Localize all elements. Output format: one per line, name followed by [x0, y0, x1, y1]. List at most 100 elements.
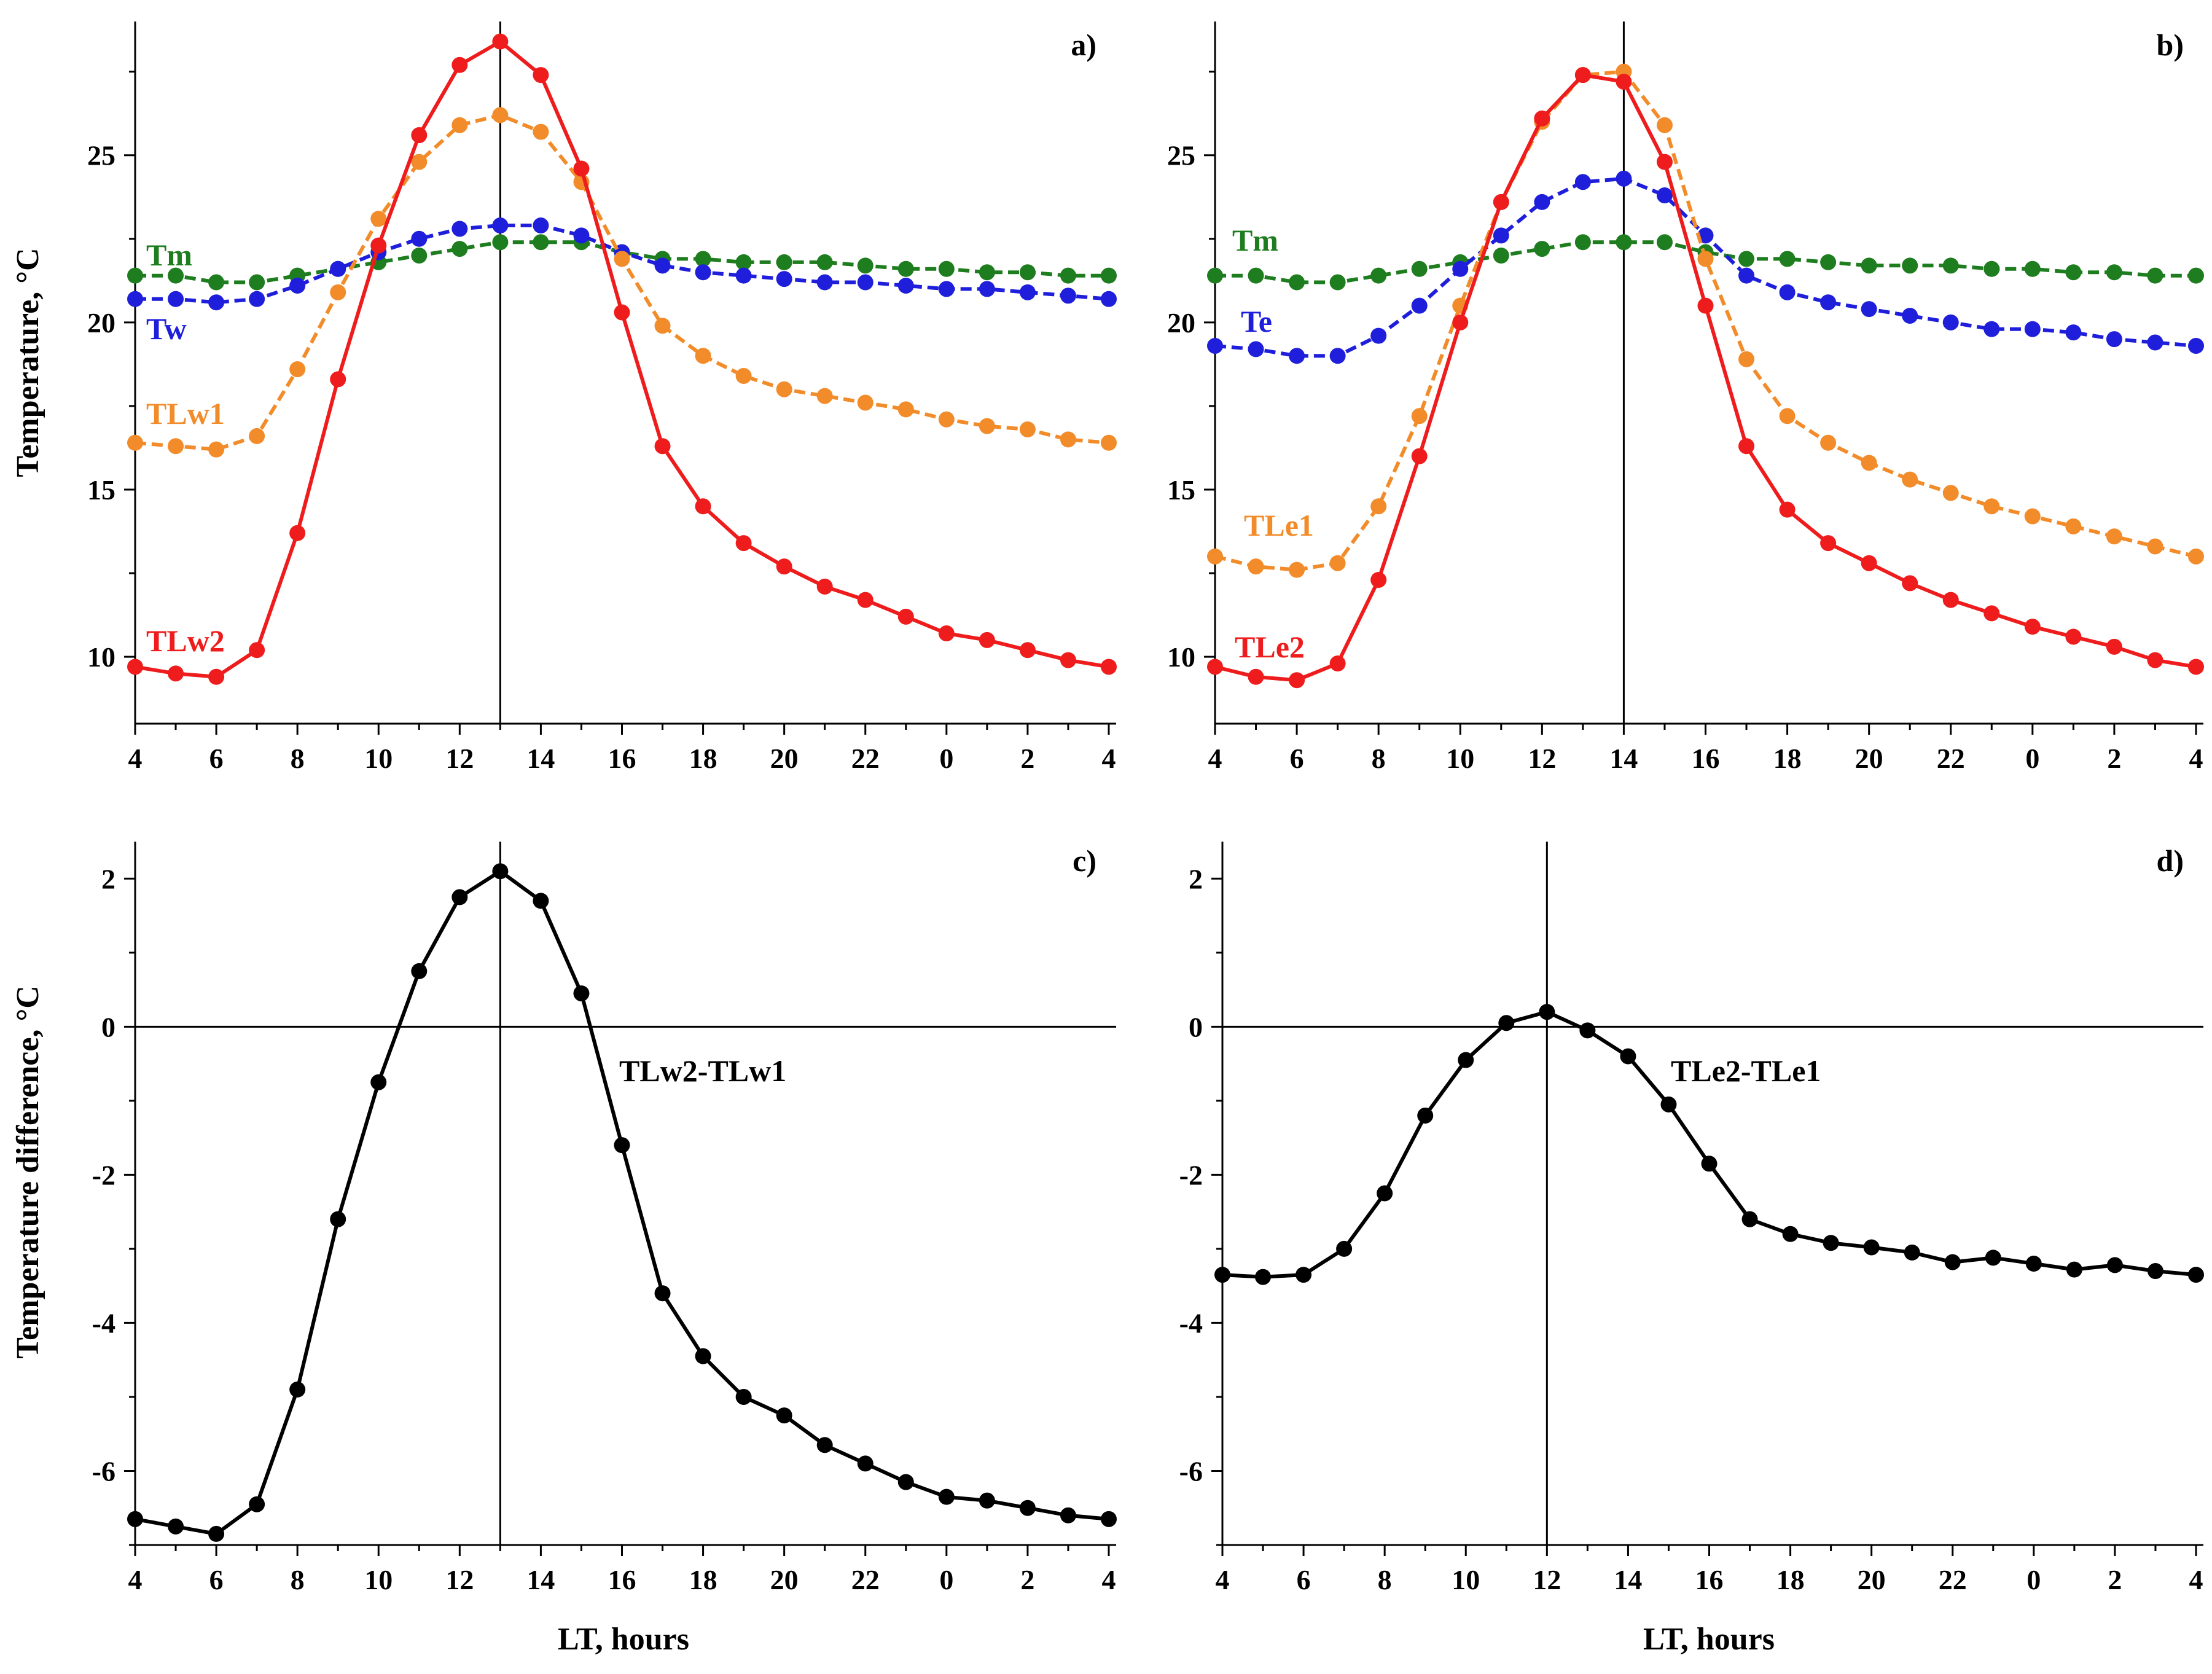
data-point-tle2-tle1 [1417, 1107, 1434, 1124]
x-tick-label: 20 [770, 1564, 799, 1595]
x-tick-label: 6 [1290, 743, 1304, 774]
data-point-tlw1 [492, 107, 509, 123]
y-tick-label: -2 [1179, 1159, 1203, 1191]
data-point-tm [411, 248, 428, 264]
data-point-tw [1101, 291, 1117, 307]
x-tick-label: 16 [608, 743, 636, 774]
x-tick-label: 16 [608, 1564, 636, 1595]
y-tick-label: 2 [101, 863, 115, 894]
data-point-te [2147, 334, 2163, 351]
series-label-tle2-tle1: TLe2-TLe1 [1671, 1054, 1821, 1088]
x-tick-label: 20 [1858, 1564, 1886, 1595]
series-line-tle1 [1214, 69, 2197, 572]
data-point-tlw2-tlw1 [776, 1407, 792, 1424]
y-tick-label: 25 [87, 140, 115, 171]
x-tick-label: 0 [2025, 743, 2039, 774]
data-point-tw [938, 281, 955, 297]
data-point-tlw2 [857, 592, 873, 608]
x-tick-label: 0 [939, 743, 953, 774]
data-point-tlw2-tlw1 [979, 1492, 995, 1509]
data-point-tm [1861, 257, 1877, 274]
data-point-tle2-tle1 [2066, 1261, 2082, 1278]
data-point-tle2 [1820, 535, 1837, 552]
x-tick-label: 18 [689, 743, 717, 774]
y-tick-label: 0 [101, 1011, 115, 1042]
y-axis-title-top: Temperature, °C [10, 248, 45, 477]
data-point-tlw2-tlw1 [735, 1388, 752, 1405]
data-point-tle1 [1902, 471, 1918, 488]
data-point-tle2 [1329, 655, 1346, 672]
series-label-tlw2-a: TLw2 [146, 624, 225, 658]
data-point-tm [451, 241, 468, 257]
data-point-tlw1 [411, 154, 428, 170]
x-tick-label: 14 [1614, 1564, 1642, 1595]
x-tick-label: 20 [770, 743, 799, 774]
data-point-tlw1 [208, 441, 225, 458]
data-point-tlw2 [695, 498, 711, 515]
data-point-tw [735, 267, 752, 284]
data-point-tw [451, 221, 468, 237]
data-point-tlw1 [938, 411, 955, 428]
panel-c: 4 6 8 10 12 14 16 18 20 22 0 2 4 -6 -4 -2 0 2 c) TLw2-TLw… [92, 842, 1117, 1595]
data-point-tlw2-tlw1 [897, 1474, 914, 1490]
data-point-tw [533, 217, 549, 234]
data-point-tlw2-tlw1 [208, 1525, 225, 1542]
data-point-tm [1983, 260, 2000, 277]
data-point-tlw1 [735, 367, 752, 384]
data-point-tle2-tle1 [1823, 1235, 1839, 1251]
data-point-tlw1 [857, 394, 873, 411]
data-point-tle2-tle1 [2106, 1257, 2123, 1273]
data-point-tm [1019, 264, 1036, 281]
data-point-tm [208, 274, 225, 291]
data-point-tlw2-tlw1 [533, 893, 549, 909]
data-point-tw [411, 230, 428, 247]
data-point-tlw2 [938, 625, 955, 642]
data-point-tlw2-tlw1 [938, 1488, 955, 1505]
data-point-tm [1411, 260, 1428, 277]
x-tick-label: 2 [1020, 743, 1034, 774]
data-point-tlw2 [897, 608, 914, 625]
data-point-tle2-tle1 [1214, 1267, 1230, 1283]
data-point-tle1 [1370, 498, 1387, 515]
data-point-tlw2-tlw1 [857, 1455, 873, 1472]
data-point-tle1 [1738, 351, 1755, 367]
x-tick-label: 8 [1372, 743, 1386, 774]
data-point-tle2 [1779, 501, 1796, 518]
data-point-te [2024, 321, 2041, 337]
series-label-tw-a: Tw [146, 311, 187, 346]
data-point-te [1738, 267, 1755, 284]
data-point-tw [249, 291, 265, 307]
data-point-tlw2-tlw1 [816, 1437, 833, 1453]
panel-b: 4 6 8 10 12 14 16 18 20 22 0 2 4 10 15 20 25 b) Tm Te TL… [1167, 22, 2204, 774]
data-point-tlw2-tlw1 [168, 1518, 184, 1535]
x-tick-label: 0 [939, 1564, 953, 1595]
data-point-te [1207, 337, 1223, 354]
x-tick-label: 22 [1937, 743, 1965, 774]
series-line-te [1214, 176, 2197, 358]
data-point-tm [1616, 234, 1632, 251]
x-tick-label: 18 [689, 1564, 717, 1595]
data-point-te [1289, 348, 1305, 364]
data-point-te [1411, 297, 1428, 314]
data-point-tle2 [1942, 592, 1959, 608]
data-point-tle2-tle1 [1660, 1096, 1677, 1113]
data-point-te [1779, 284, 1796, 300]
data-point-tm [1574, 234, 1591, 251]
x-tick-label: 8 [291, 1564, 305, 1595]
data-point-tlw2 [249, 642, 265, 659]
data-point-tlw1 [654, 318, 671, 334]
data-point-tlw2 [816, 578, 833, 595]
x-axis-title-right: LT, hours [1643, 1622, 1775, 1657]
data-point-tle2 [1289, 672, 1305, 689]
series-line-tlw2 [135, 39, 1109, 679]
data-point-tle2-tle1 [1741, 1211, 1758, 1227]
data-point-te [1452, 260, 1469, 277]
data-point-tle1 [2024, 508, 2041, 525]
data-point-tm [695, 251, 711, 267]
y-tick-label: 2 [1189, 863, 1203, 894]
data-point-tle2 [1697, 297, 1714, 314]
data-point-tlw2 [492, 33, 509, 50]
data-point-te [1329, 348, 1346, 364]
data-point-tm [1942, 257, 1959, 274]
x-tick-label: 12 [445, 743, 474, 774]
